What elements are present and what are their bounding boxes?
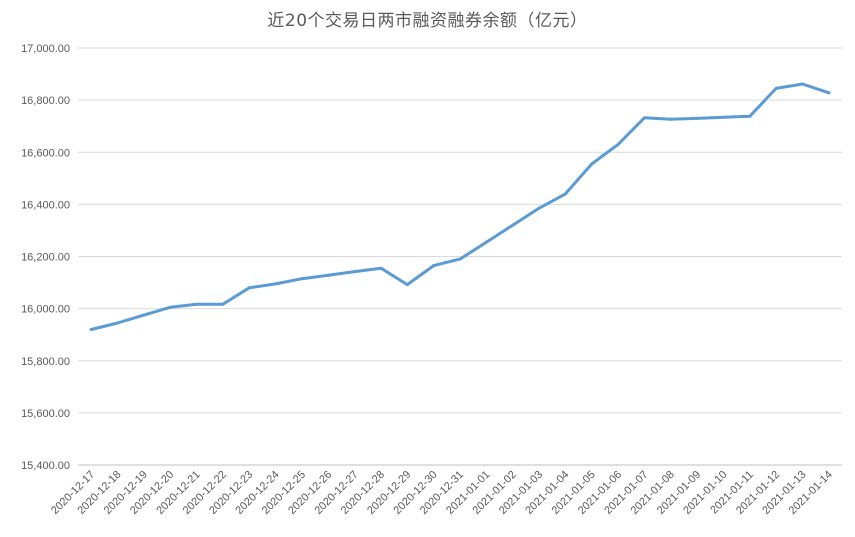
- y-tick-label: 17,000.00: [21, 43, 70, 55]
- data-point: [537, 206, 541, 210]
- data-point: [484, 240, 488, 244]
- data-point: [168, 305, 172, 309]
- y-tick-label: 16,600.00: [21, 147, 70, 159]
- data-point: [458, 257, 462, 261]
- data-point: [590, 162, 594, 166]
- y-tick-label: 16,000.00: [21, 304, 70, 316]
- data-point: [511, 223, 515, 227]
- y-tick-label: 15,800.00: [21, 356, 70, 368]
- data-point: [774, 86, 778, 90]
- y-tick-label: 16,800.00: [21, 95, 70, 107]
- data-point: [89, 327, 93, 331]
- data-point: [405, 283, 409, 287]
- data-point: [748, 114, 752, 118]
- y-tick-label: 15,600.00: [21, 408, 70, 420]
- series-line: [89, 82, 831, 331]
- data-point: [827, 91, 831, 95]
- data-point: [116, 321, 120, 325]
- data-point: [195, 302, 199, 306]
- data-point: [800, 82, 804, 86]
- data-point: [379, 266, 383, 270]
- data-point: [221, 302, 225, 306]
- data-point: [353, 270, 357, 274]
- y-tick-label: 16,200.00: [21, 252, 70, 264]
- data-point: [326, 273, 330, 277]
- data-point: [721, 115, 725, 119]
- y-tick-label: 15,400.00: [21, 460, 70, 472]
- data-point: [616, 142, 620, 146]
- gridlines: [78, 47, 842, 466]
- data-point: [563, 192, 567, 196]
- y-tick-label: 16,400.00: [21, 199, 70, 211]
- data-point: [695, 116, 699, 120]
- y-axis-ticks: 15,400.00 15,600.00 15,800.00 16,000.00 16,2…: [21, 43, 70, 472]
- data-point: [274, 282, 278, 286]
- data-point: [669, 117, 673, 121]
- data-point: [247, 286, 251, 290]
- x-axis-ticks: 2020-12-172020-12-182020-12-192020-12-20…: [49, 469, 835, 517]
- series-layer: [89, 82, 831, 331]
- data-point: [432, 264, 436, 268]
- data-point: [142, 313, 146, 317]
- data-point: [642, 116, 646, 120]
- data-point: [300, 277, 304, 281]
- chart-title: 近20个交易日两市融资融券余额（亿元）: [267, 11, 588, 31]
